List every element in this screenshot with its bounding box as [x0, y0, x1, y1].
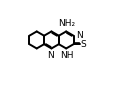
Text: N: N [47, 51, 54, 60]
Text: S: S [80, 40, 86, 49]
Text: N: N [76, 31, 82, 40]
Text: NH₂: NH₂ [58, 19, 75, 28]
Text: NH: NH [60, 51, 73, 60]
